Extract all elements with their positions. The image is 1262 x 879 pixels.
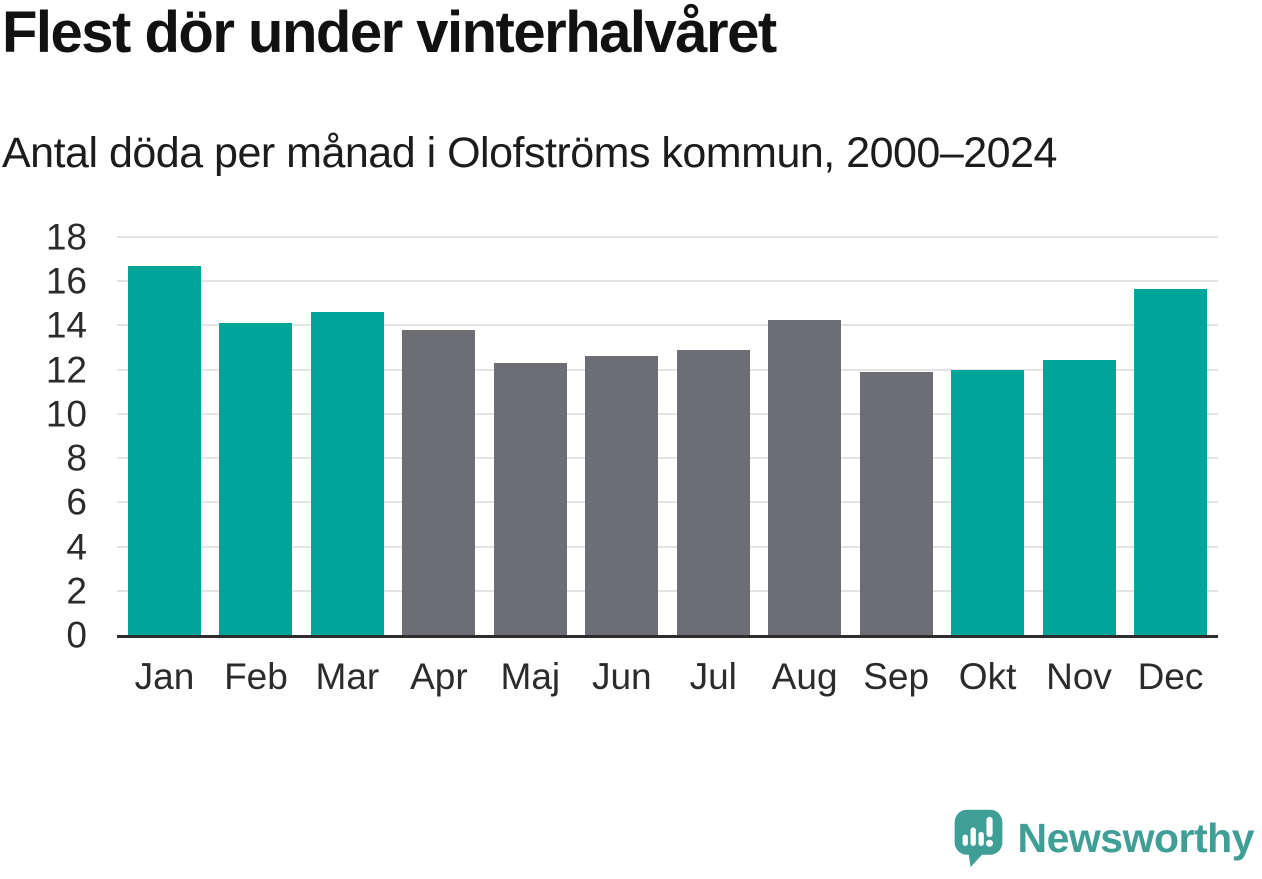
y-axis-label-8: 8 [66,437,87,479]
gridline-8 [117,457,1218,460]
x-axis-label-nov: Nov [1046,656,1112,697]
x-axis-label-maj: Maj [500,656,561,697]
page-subtitle: Antal döda per månad i Olofströms kommun… [2,129,1057,177]
y-axis-label-16: 16 [45,260,87,302]
y-axis: 0 2 4 6 8 10 12 14 16 18 [0,219,95,654]
y-axis-label-14: 14 [45,304,87,346]
newsworthy-logo-text: Newsworthy [1017,814,1255,861]
x-axis-label-feb: Feb [224,656,288,697]
x-axis-label-dec: Dec [1137,656,1204,697]
x-axis-label-mar: Mar [315,656,380,697]
y-axis-label-10: 10 [45,393,87,435]
gridline-14 [117,324,1218,327]
x-axis-label-jan: Jan [134,656,195,697]
x-axis-label-jul: Jul [689,656,737,697]
x-axis-label-sep: Sep [863,656,930,697]
x-axis-label-aug: Aug [771,656,838,697]
y-axis-label-2: 2 [66,570,87,612]
bar-mar [310,312,384,635]
gridline-2 [117,589,1218,592]
gridline-6 [117,501,1218,504]
x-axis: Jan Feb Mar Apr Maj Jun Jul Aug Sep Okt Nov Dec [117,655,1218,699]
bar-apr [402,329,476,635]
bar-feb [219,323,293,635]
y-axis-label-18: 18 [45,216,87,258]
bar-nov [1042,359,1116,635]
gridline-16 [117,280,1218,283]
gridline-12 [117,368,1218,371]
x-axis-label-jun: Jun [591,656,652,697]
speech-bubble-bar-chart-exclamation-icon [954,809,1002,868]
y-axis-label-0: 0 [66,614,87,656]
x-axis-label-okt: Okt [958,656,1017,697]
bars [117,237,1218,635]
bar-jul [676,349,750,635]
gridlines [117,236,1218,635]
bar-jun [585,356,659,635]
page-title: Flest dör under vinterhalvåret [2,0,777,65]
gridline-18 [117,236,1218,238]
bar-jan [128,265,201,635]
x-axis-line [117,635,1218,638]
bar-dec [1133,288,1207,635]
plot-area [117,236,1218,638]
bar-aug [768,319,842,635]
y-axis-label-6: 6 [66,481,87,523]
gridline-4 [117,545,1218,548]
x-axis-label-apr: Apr [410,656,468,697]
y-axis-label-12: 12 [45,349,87,391]
bar-okt [951,369,1025,635]
y-axis-label-4: 4 [66,526,87,568]
bar-maj [493,363,567,635]
bar-sep [859,371,933,635]
gridline-10 [117,412,1218,415]
newsworthy-logo: Newsworthy [952,807,1255,869]
